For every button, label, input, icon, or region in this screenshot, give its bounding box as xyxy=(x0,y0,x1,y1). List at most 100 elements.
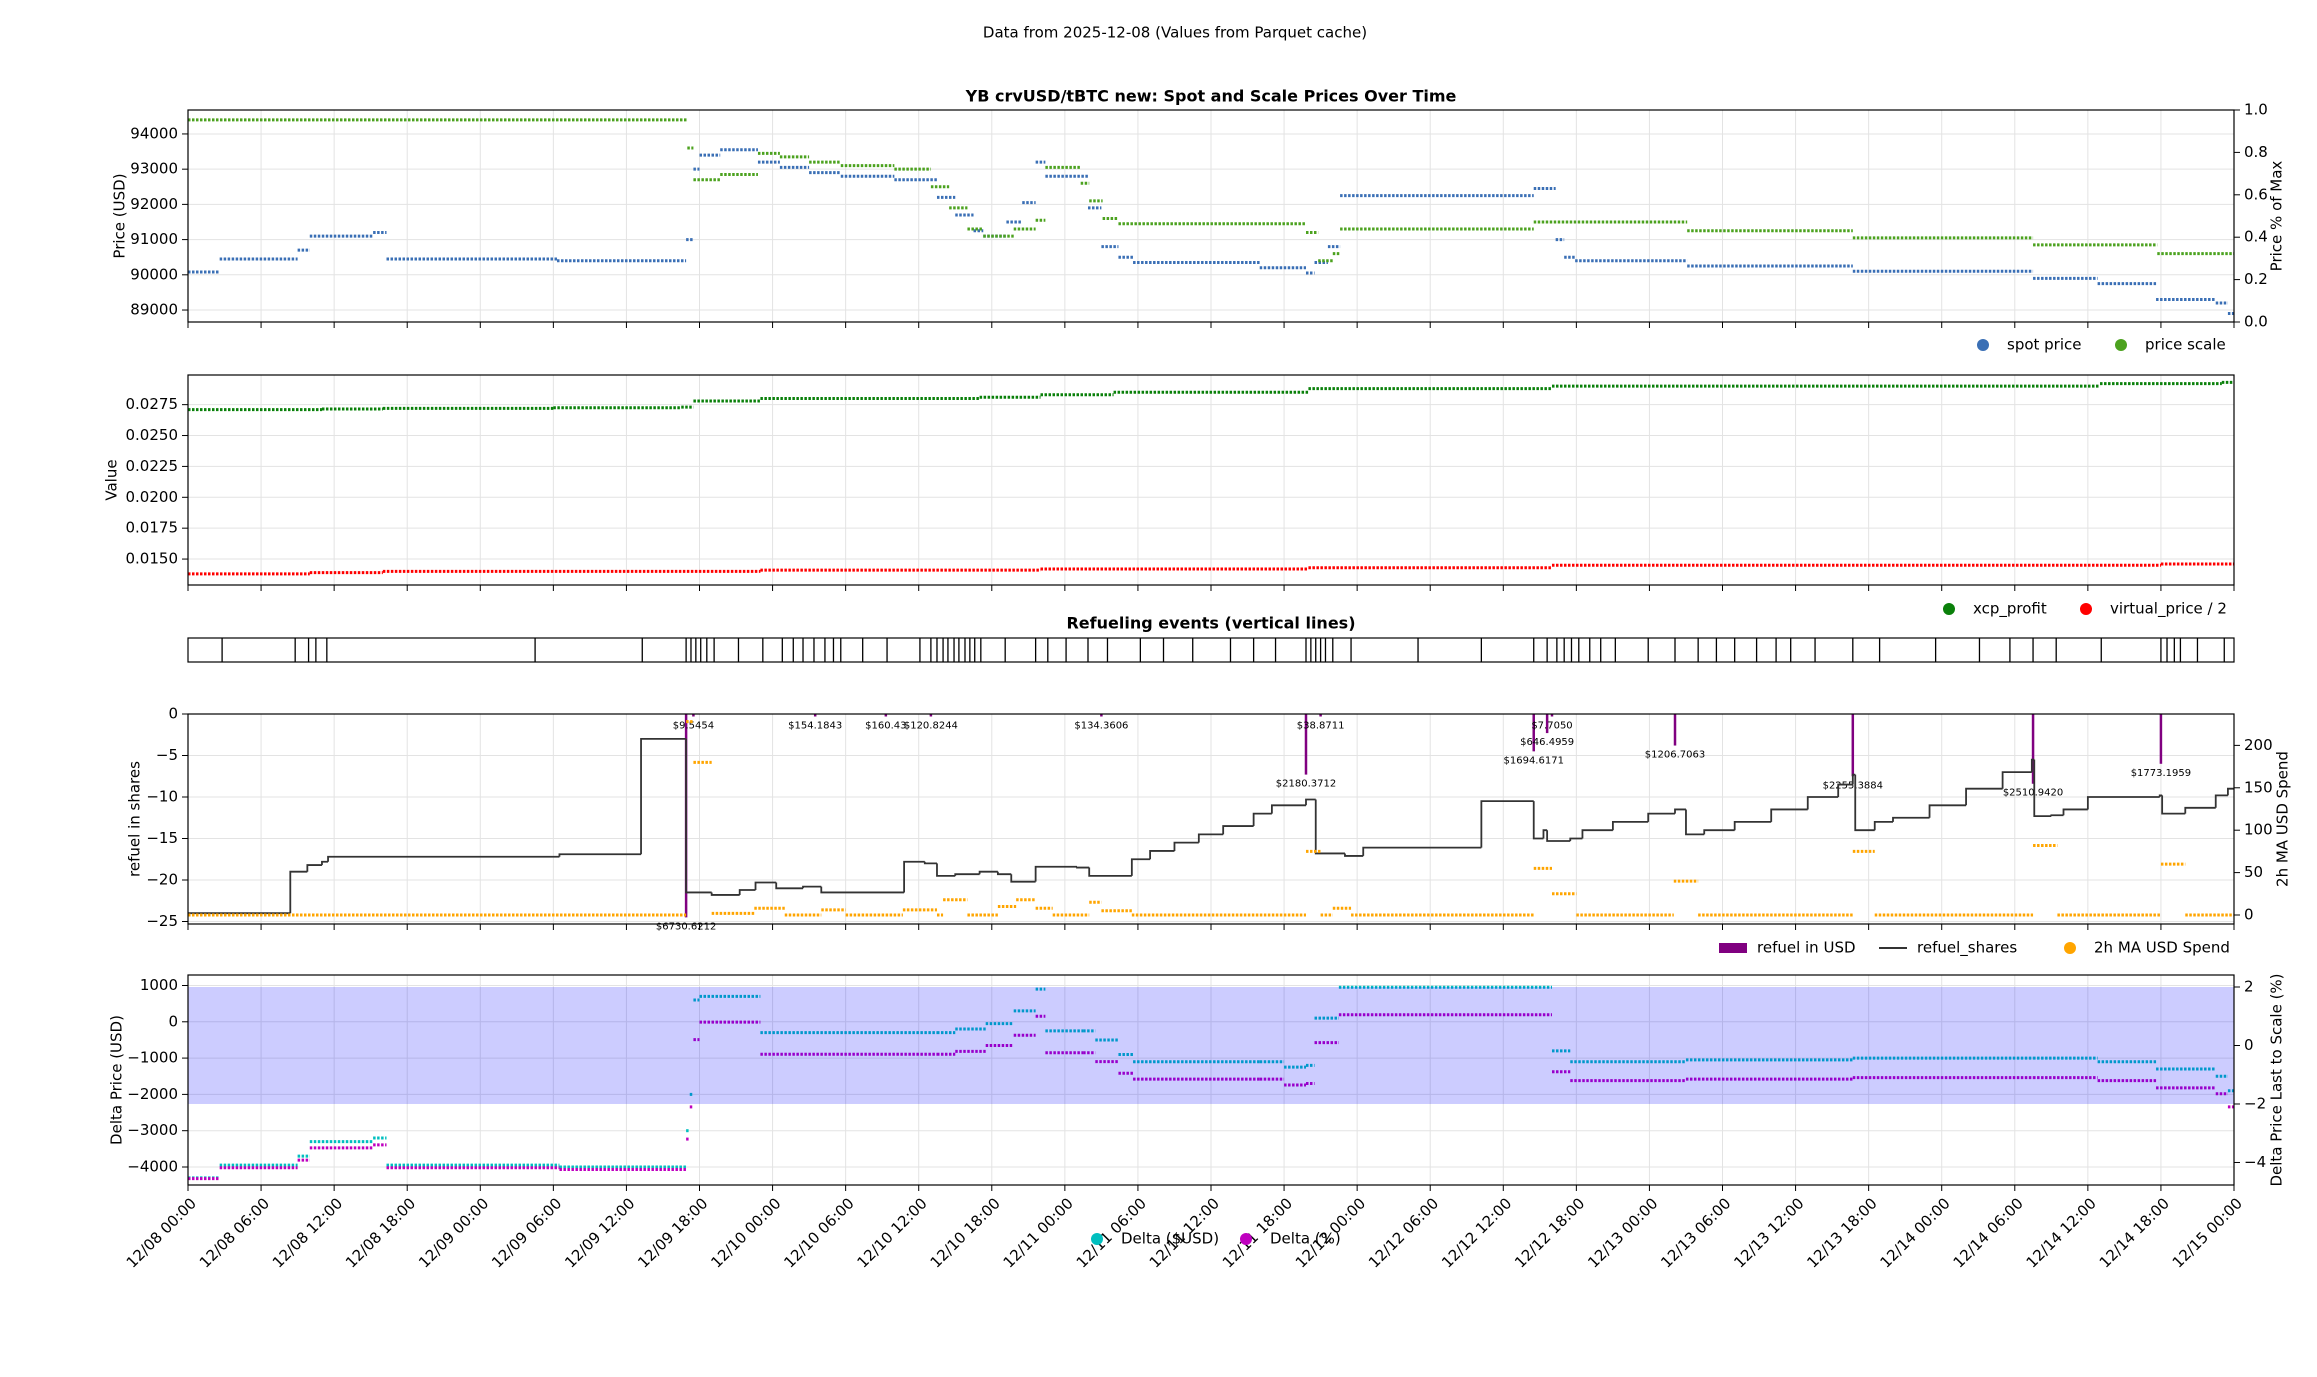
suptitle: Data from 2025-12-08 (Values from Parque… xyxy=(983,24,1367,42)
refuel-label: $9.5454 xyxy=(673,720,714,731)
legend-label: refuel in USD xyxy=(1757,939,1856,957)
step-line xyxy=(1674,808,1686,814)
plot-frame xyxy=(187,374,2235,586)
step-line xyxy=(1770,808,1808,822)
y-axis-label: refuel in shares xyxy=(126,761,144,877)
y-tick-label: −4000 xyxy=(127,1157,178,1175)
refuel-label: $2180.3712 xyxy=(1276,779,1336,790)
y-tick-label: 94000 xyxy=(130,124,178,142)
step-line xyxy=(1647,812,1675,822)
step-line xyxy=(1733,821,1772,831)
y-tick-label: 0 xyxy=(168,1012,178,1030)
legend-swatch xyxy=(2115,339,2127,351)
step-line xyxy=(1034,865,1078,882)
step-line xyxy=(2227,787,2234,796)
step-line xyxy=(710,892,740,896)
step-line xyxy=(2033,759,2052,817)
y-tick-label: 92000 xyxy=(130,195,178,213)
step-line xyxy=(1222,825,1254,835)
y2-tick-label: 2 xyxy=(2244,977,2254,995)
step-line xyxy=(1270,804,1306,814)
step-line xyxy=(1010,874,1036,883)
step-line xyxy=(1806,796,1839,810)
y-tick-label: −10 xyxy=(146,788,178,806)
y-tick-label: −1000 xyxy=(127,1049,178,1067)
refuel-label: $134.3606 xyxy=(1074,720,1128,731)
y2-tick-label: 100 xyxy=(2244,821,2273,839)
step-line xyxy=(903,860,925,893)
y2-axis-label: Delta Price Last to Scale (%) xyxy=(2268,973,2286,1186)
panel-title: Refueling events (vertical lines) xyxy=(1066,614,1355,633)
step-line xyxy=(954,873,980,876)
y2-axis-label: 2h MA USD Spend xyxy=(2274,751,2292,887)
step-line xyxy=(2030,758,2035,773)
refuel-label: $1694.6171 xyxy=(1504,755,1564,766)
step-line xyxy=(1197,833,1224,843)
refuel-label: $1773.1959 xyxy=(2131,768,2191,779)
refuel-label: $1206.7063 xyxy=(1645,750,1705,761)
y-tick-label: −2000 xyxy=(127,1085,178,1103)
step-line xyxy=(1965,787,2003,806)
plot-frame xyxy=(187,713,2235,925)
step-line xyxy=(1873,821,1893,831)
step-line xyxy=(2161,795,2186,815)
step-line xyxy=(1854,774,1875,832)
y2-tick-label: 50 xyxy=(2244,863,2263,881)
step-line xyxy=(1088,867,1132,877)
legend-swatch xyxy=(1091,1233,1103,1245)
step-line xyxy=(1076,866,1090,869)
step-line xyxy=(1542,829,1548,839)
step-line xyxy=(2086,796,2160,810)
step-line xyxy=(1546,830,1571,842)
step-line xyxy=(802,885,822,889)
y-tick-label: 0.0150 xyxy=(126,550,179,568)
legend-label: spot price xyxy=(2007,336,2082,354)
step-line xyxy=(2062,808,2088,816)
step-line xyxy=(996,871,1012,876)
step-line xyxy=(1611,821,1649,831)
y2-tick-label: 0.0 xyxy=(2244,313,2268,331)
step-line xyxy=(936,863,956,877)
step-line xyxy=(1532,801,1544,840)
y-axis-label: Price (USD) xyxy=(111,173,129,258)
step-line xyxy=(1305,798,1316,806)
step-line xyxy=(327,855,560,862)
legend-label: price scale xyxy=(2145,336,2226,354)
step-line xyxy=(2184,806,2216,814)
legend-swatch xyxy=(1240,1233,1252,1245)
step-line xyxy=(306,864,322,872)
step-line xyxy=(1480,800,1534,848)
plot-frame xyxy=(187,637,2235,663)
y2-tick-label: 150 xyxy=(2244,778,2273,796)
step-line xyxy=(738,889,756,895)
legend-label: refuel_shares xyxy=(1917,939,2017,958)
step-line xyxy=(558,853,642,857)
legend-swatch xyxy=(1943,603,1955,615)
step-line xyxy=(1362,846,1482,856)
step-line xyxy=(1569,837,1583,841)
refuel-label: $646.4959 xyxy=(1520,737,1574,748)
refuel-label: $38.8711 xyxy=(1297,720,1345,731)
step-line xyxy=(1928,804,1967,818)
y-tick-label: 93000 xyxy=(130,160,178,178)
step-line xyxy=(1837,783,1853,798)
step-line xyxy=(820,886,905,894)
step-line xyxy=(2001,771,2032,789)
plot-frame xyxy=(187,974,2235,1186)
legend-label: Delta (%) xyxy=(1270,1230,1341,1248)
step-line xyxy=(321,860,329,866)
y2-tick-label: 0.2 xyxy=(2244,270,2268,288)
y2-tick-label: 0.6 xyxy=(2244,185,2268,203)
legend-label: virtual_price / 2 xyxy=(2110,600,2227,619)
y2-axis-label: Price % of Max xyxy=(2268,161,2286,272)
y2-tick-label: −2 xyxy=(2244,1094,2266,1112)
y-axis-label: Value xyxy=(103,459,121,500)
refuel-label: $2510.9420 xyxy=(2003,788,2063,799)
step-line xyxy=(978,870,998,875)
y-tick-label: 91000 xyxy=(130,230,178,248)
y2-tick-label: 0 xyxy=(2244,906,2254,924)
refuel-label: $160.43 xyxy=(865,720,906,731)
panel-title: YB crvUSD/tBTC new: Spot and Scale Price… xyxy=(965,87,1457,106)
